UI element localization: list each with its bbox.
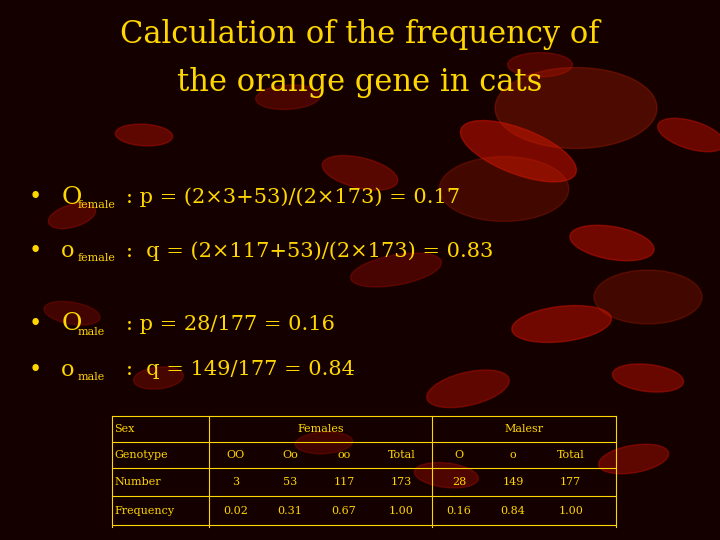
Text: 0.67: 0.67	[331, 505, 356, 516]
Ellipse shape	[48, 204, 96, 228]
Text: male: male	[78, 327, 105, 337]
Text: o: o	[510, 450, 516, 460]
Text: 3: 3	[233, 477, 239, 487]
Text: Oo: Oo	[282, 450, 297, 460]
Text: 177: 177	[560, 477, 581, 487]
Text: : p = (2×3+53)/(2×173) = 0.17: : p = (2×3+53)/(2×173) = 0.17	[126, 187, 460, 207]
Text: o: o	[61, 359, 75, 381]
Text: : p = 28/177 = 0.16: : p = 28/177 = 0.16	[126, 314, 335, 334]
Text: Calculation of the frequency of: Calculation of the frequency of	[120, 19, 600, 50]
Text: •: •	[29, 186, 42, 208]
Ellipse shape	[594, 270, 702, 324]
Text: male: male	[78, 372, 105, 382]
Ellipse shape	[295, 432, 353, 454]
Ellipse shape	[512, 306, 611, 342]
Ellipse shape	[44, 301, 100, 325]
Ellipse shape	[461, 120, 576, 182]
Ellipse shape	[657, 118, 720, 152]
Text: •: •	[29, 359, 42, 381]
Text: :  q = (2×117+53)/(2×173) = 0.83: : q = (2×117+53)/(2×173) = 0.83	[126, 241, 493, 261]
Text: OO: OO	[227, 450, 245, 460]
Text: Malesr: Malesr	[504, 424, 544, 434]
Text: Females: Females	[297, 424, 343, 434]
Ellipse shape	[598, 444, 669, 474]
Text: 28: 28	[452, 477, 466, 487]
Text: female: female	[78, 200, 116, 210]
Text: 0.02: 0.02	[223, 505, 248, 516]
Text: :  q = 149/177 = 0.84: : q = 149/177 = 0.84	[126, 360, 355, 380]
Ellipse shape	[415, 463, 478, 488]
Ellipse shape	[351, 253, 441, 287]
Text: O: O	[454, 450, 464, 460]
Ellipse shape	[613, 364, 683, 392]
Text: 0.16: 0.16	[446, 505, 472, 516]
Ellipse shape	[508, 53, 572, 77]
Text: Genotype: Genotype	[114, 450, 168, 460]
Text: oo: oo	[337, 450, 351, 460]
Ellipse shape	[133, 367, 184, 389]
Text: Sex: Sex	[114, 424, 135, 434]
Text: female: female	[78, 253, 116, 263]
Text: •: •	[29, 313, 42, 335]
Text: 149: 149	[503, 477, 523, 487]
Text: o: o	[61, 240, 75, 262]
Text: 173: 173	[391, 477, 412, 487]
Text: 0.84: 0.84	[500, 505, 526, 516]
Ellipse shape	[495, 68, 657, 148]
Text: the orange gene in cats: the orange gene in cats	[177, 68, 543, 98]
Ellipse shape	[256, 85, 320, 110]
Ellipse shape	[439, 157, 569, 221]
Text: O: O	[61, 186, 81, 208]
Text: Frequency: Frequency	[114, 505, 175, 516]
Ellipse shape	[322, 156, 398, 190]
Text: Total: Total	[557, 450, 585, 460]
Text: 1.00: 1.00	[389, 505, 414, 516]
Text: •: •	[29, 240, 42, 262]
Text: 0.31: 0.31	[277, 505, 302, 516]
Ellipse shape	[115, 124, 173, 146]
Text: O: O	[61, 313, 81, 335]
Text: Total: Total	[387, 450, 415, 460]
Ellipse shape	[427, 370, 509, 408]
Text: Number: Number	[114, 477, 161, 487]
Text: 1.00: 1.00	[558, 505, 583, 516]
Ellipse shape	[570, 225, 654, 261]
Text: 117: 117	[333, 477, 354, 487]
Text: 53: 53	[283, 477, 297, 487]
